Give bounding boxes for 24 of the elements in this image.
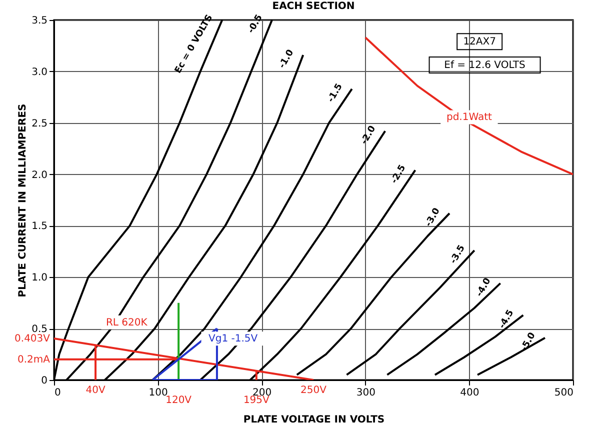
annotation: 250V — [300, 385, 327, 396]
y-tick-label: 2.0 — [32, 170, 48, 181]
y-tick-label: 0 — [41, 376, 48, 386]
x-tick-label: 300 — [356, 388, 376, 398]
y-tick-label: 1.5 — [32, 221, 48, 232]
x-tick-label: 100 — [148, 388, 168, 398]
y-tick-label: 0.5 — [32, 324, 48, 336]
y-tick-label: 2.5 — [32, 118, 48, 130]
y-axis-title: PLATE CURRENT IN MILLIAMPERES — [18, 104, 29, 298]
chart-title: EACH SECTION — [272, 1, 355, 12]
x-tick-label: 400 — [460, 388, 480, 398]
annotation: RL 620K — [106, 317, 148, 328]
x-tick-label: 0 — [54, 388, 61, 398]
y-tick-label: 1.0 — [32, 272, 48, 284]
annotation: pd.1Watt — [446, 112, 492, 124]
y-tick-label: 3.5 — [32, 16, 48, 26]
annotation: 0.403V — [14, 334, 50, 345]
x-axis-title: PLATE VOLTAGE IN VOLTS — [243, 414, 385, 426]
annotation: 0.2mA — [18, 354, 50, 366]
y-tick-label: 3.0 — [32, 66, 48, 78]
annotation: 40V — [86, 385, 106, 396]
annotation: 120V — [166, 395, 192, 406]
x-tick-label: 500 — [554, 388, 574, 398]
annotation: Vg1 -1.5V — [208, 334, 258, 345]
